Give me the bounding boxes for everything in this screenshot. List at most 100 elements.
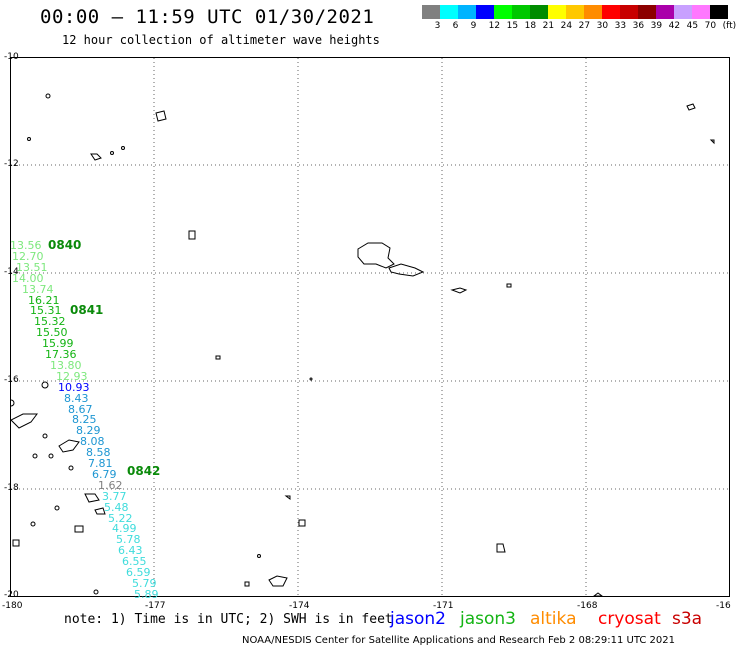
island-fiji-vanua — [11, 413, 38, 429]
latitude-tick-label: -20 — [4, 590, 19, 600]
colorbar-label: 42 — [668, 21, 681, 31]
satellite-legend-jason2: jason2 — [390, 609, 446, 629]
wave-height-label: 15.50 — [36, 326, 68, 340]
wave-height-label: 8.58 — [86, 446, 111, 460]
island-dot-4 — [110, 151, 114, 155]
colorbar-swatch — [620, 5, 638, 19]
longitude-tick-label: -180 — [2, 601, 23, 611]
wave-height-label: 17.36 — [45, 348, 77, 361]
colorbar-label: (ft) — [722, 21, 737, 31]
wave-height-label: 8.08 — [80, 435, 105, 449]
wave-height-label: 5.48 — [104, 500, 129, 514]
wave-height-label: 16.21 — [28, 293, 60, 307]
latitude-tick-label: -16 — [4, 375, 19, 385]
latitude-tick-label: -12 — [4, 159, 19, 169]
wave-height-label: 12.70 — [12, 249, 44, 263]
coastlines — [11, 93, 715, 596]
island-dot-11 — [30, 521, 36, 527]
latitude-tick-label: -10 — [4, 52, 19, 62]
island-dot-8 — [32, 453, 38, 459]
colorbar-swatch — [548, 5, 566, 19]
island-tonga-2 — [268, 575, 288, 587]
longitude-tick-label: -168 — [577, 601, 598, 611]
colorbar-label: 21 — [542, 21, 555, 31]
island-lau-4 — [12, 539, 20, 547]
island-tonga-3 — [496, 543, 506, 553]
satellite-legend-cryosat: cryosat — [598, 609, 661, 629]
wave-height-label: 14.00 — [12, 271, 44, 285]
pass-time-label: 0842 — [127, 464, 161, 478]
wave-height-label: 5.79 — [132, 576, 157, 590]
island-swains — [686, 103, 696, 111]
colorbar-label: 70 — [704, 21, 717, 31]
map-canvas — [11, 58, 729, 596]
island-dot-6 — [41, 381, 49, 389]
wave-height-label: 6.55 — [122, 555, 147, 569]
island-tonga-1 — [298, 519, 306, 527]
footer-credit: NOAA/NESDIS Center for Satellite Applica… — [242, 635, 675, 646]
island-dot-10 — [68, 465, 74, 471]
wave-height-label: 3.77 — [102, 489, 127, 503]
wave-height-label: 5.78 — [116, 533, 141, 547]
island-tutuila — [450, 287, 468, 294]
pass-time-label: 0840 — [48, 238, 82, 252]
satellite-legend-s3a: s3a — [672, 609, 703, 629]
colorbar-swatch — [656, 5, 674, 19]
colorbar-label: 24 — [560, 21, 573, 31]
wave-height-label: 12.93 — [56, 369, 88, 383]
latitude-tick-label: -14 — [4, 267, 19, 277]
colorbar-swatch — [422, 5, 440, 19]
colorbar-label: 45 — [686, 21, 699, 31]
pass-time-label: 0841 — [70, 303, 104, 317]
island-niuafoou — [188, 230, 196, 240]
wave-height-label: 13.74 — [22, 282, 54, 296]
island-dot-2 — [27, 137, 31, 141]
colorbar-label: 30 — [596, 21, 609, 31]
colorbar-label: 33 — [614, 21, 627, 31]
colorbar-swatch — [602, 5, 620, 19]
wave-height-label: 1.62 — [98, 478, 123, 492]
island-samoa-savaii — [357, 242, 395, 269]
wave-height-label: 4.99 — [112, 522, 137, 536]
colorbar-label: 12 — [488, 21, 501, 31]
satellite-legend-jason3: jason3 — [460, 609, 516, 629]
wave-height-label: 7.81 — [88, 457, 113, 470]
colorbar-label: 3 — [434, 21, 441, 31]
wave-height-colorbar — [422, 5, 728, 19]
colorbar-label: 9 — [470, 21, 477, 31]
colorbar-swatch — [440, 5, 458, 19]
island-fiji-taveuni — [58, 439, 80, 453]
wave-height-label: 13.80 — [50, 358, 82, 372]
island-dot-15 — [11, 399, 15, 407]
map-title: 00:00 — 11:59 UTC 01/30/2021 — [40, 6, 375, 28]
colorbar-swatch — [530, 5, 548, 19]
wave-height-label: 10.93 — [58, 380, 90, 394]
colorbar-swatch — [566, 5, 584, 19]
colorbar-label: 6 — [452, 21, 459, 31]
island-lau-3 — [74, 525, 84, 533]
colorbar-label: 15 — [506, 21, 519, 31]
map-frame — [10, 57, 730, 597]
satellite-legend-altika: altika — [530, 609, 577, 629]
wave-height-label: 15.99 — [42, 337, 74, 351]
island-niue — [593, 592, 603, 596]
colorbar-label: 39 — [650, 21, 663, 31]
colorbar-swatch — [674, 5, 692, 19]
island-dot-14 — [93, 589, 99, 595]
wave-height-label: 5.22 — [108, 511, 133, 525]
island-lau-1 — [84, 493, 100, 503]
wave-height-label: 6.43 — [118, 544, 143, 558]
colorbar-label: 36 — [632, 21, 645, 31]
wave-height-label: 13.56 — [10, 239, 42, 252]
island-futuna — [90, 153, 102, 161]
longitude-tick-label: -177 — [145, 601, 166, 611]
colorbar-swatch — [458, 5, 476, 19]
colorbar-label: 18 — [524, 21, 537, 31]
island-dot-7 — [42, 433, 48, 439]
longitude-tick-label: -16 — [716, 601, 731, 611]
wave-height-label: 15.31 — [30, 304, 62, 318]
island-tonga-5 — [284, 495, 291, 500]
longitude-tick-label: -171 — [433, 601, 454, 611]
wave-height-label: 6.79 — [92, 467, 117, 481]
wave-height-label: 5.89 — [134, 587, 159, 601]
